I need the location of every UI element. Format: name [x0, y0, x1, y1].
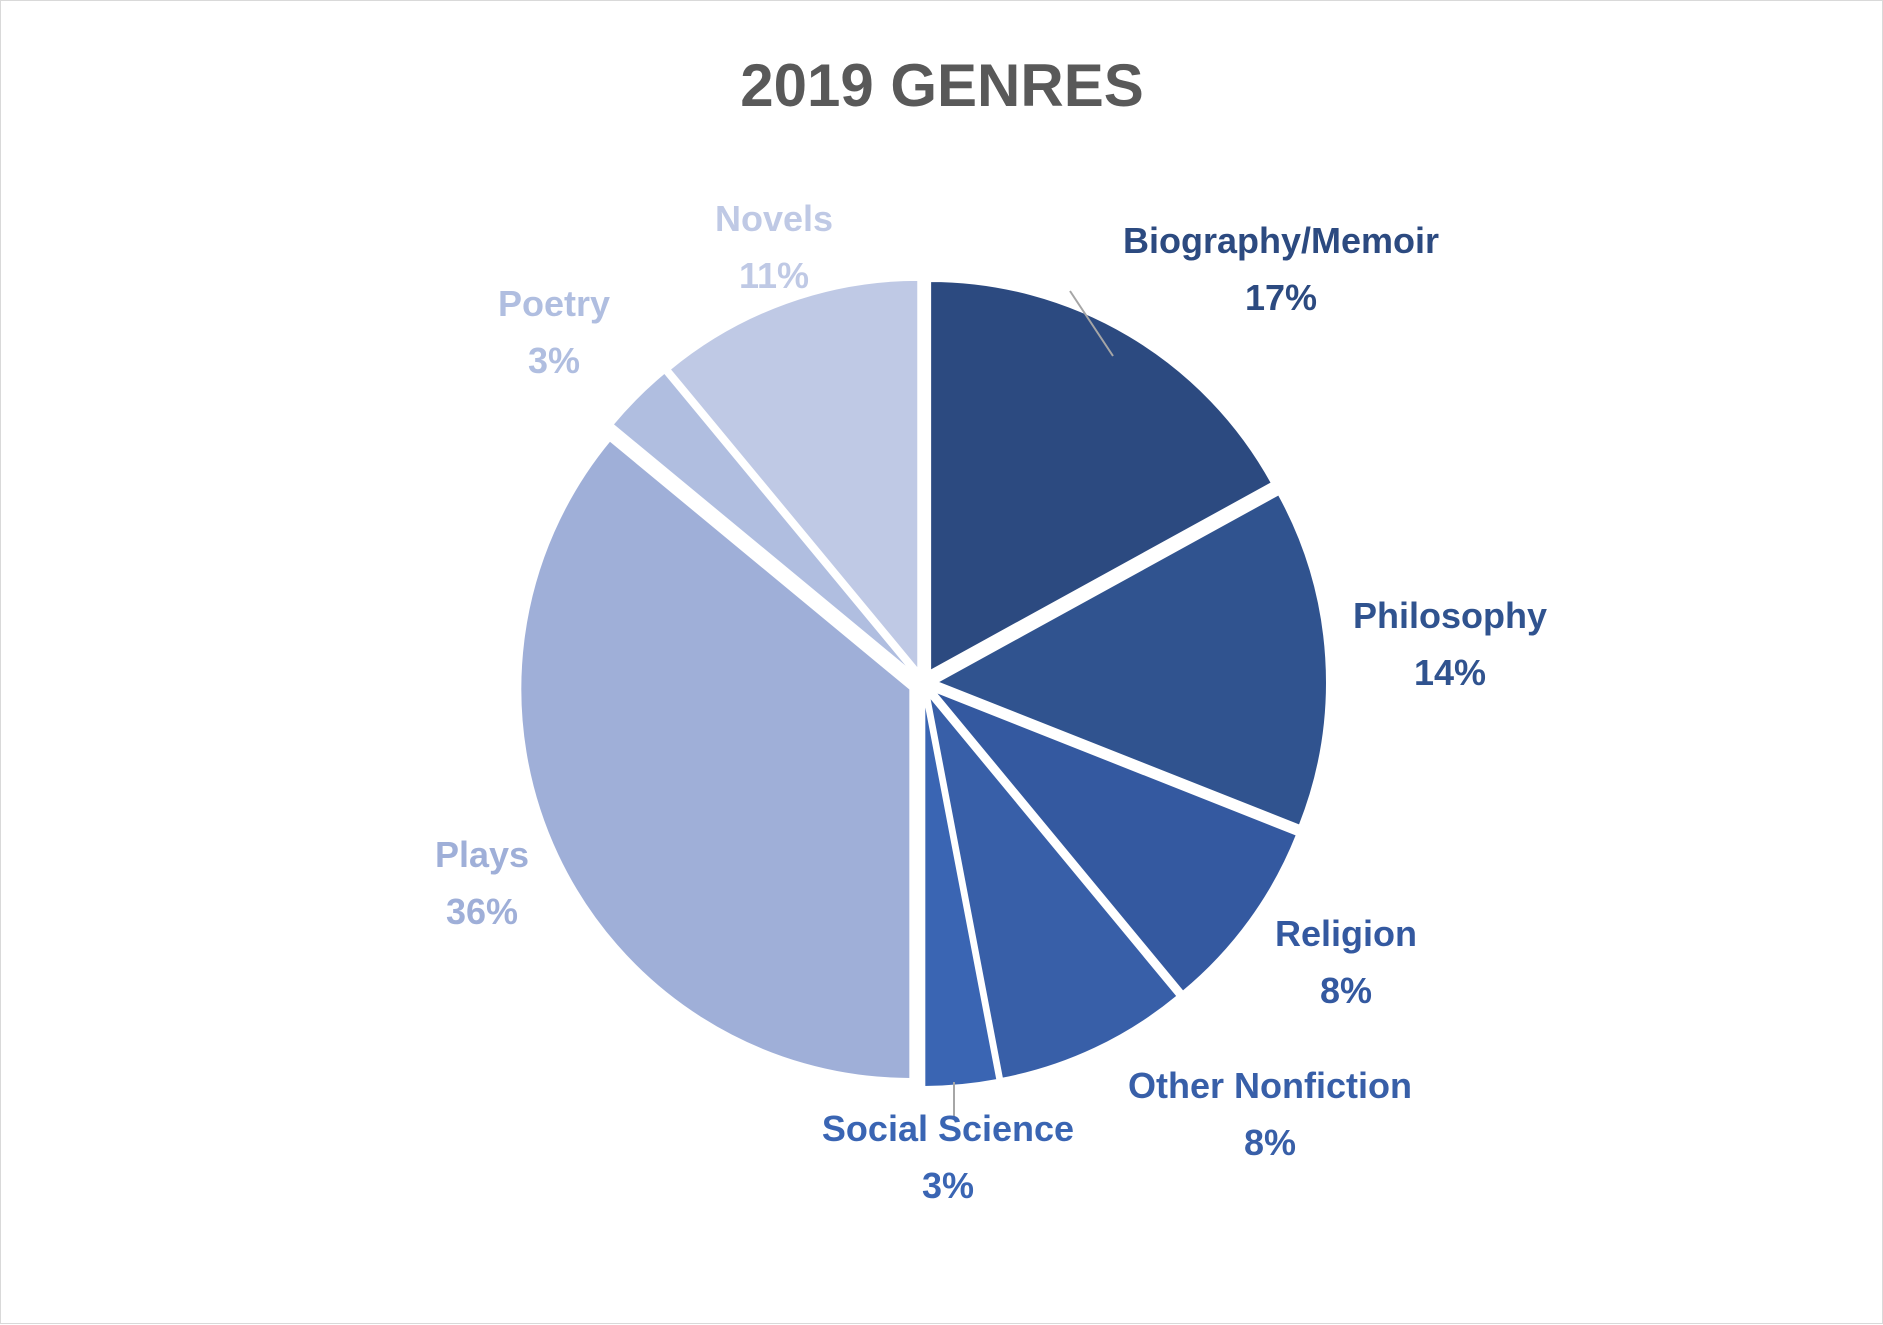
- slice-label-percent: 11%: [739, 255, 809, 296]
- pie-slice-novels: [668, 278, 920, 673]
- slice-label-percent: 36%: [446, 891, 518, 932]
- slice-label-percent: 17%: [1245, 277, 1317, 318]
- pie-slice-philosophy: [934, 492, 1328, 827]
- pie-slice-poetry: [611, 371, 914, 674]
- slice-label-name: Plays: [435, 834, 529, 875]
- slice-label-name: Novels: [715, 198, 833, 239]
- slice-label-name: Poetry: [498, 283, 610, 324]
- pie-slice-religion: [933, 690, 1299, 994]
- slice-label-name: Social Science: [822, 1108, 1074, 1149]
- pie-slice-other-nonfiction: [927, 695, 1179, 1080]
- slice-label-biography-memoir: Biography/Memoir 17%: [1123, 220, 1439, 318]
- slice-label-poetry: Poetry 3%: [498, 283, 610, 381]
- slice-label-other-nonfiction: Other Nonfiction 8%: [1128, 1065, 1412, 1163]
- slice-label-name: Religion: [1275, 913, 1417, 954]
- slice-label-percent: 3%: [528, 340, 580, 381]
- slice-label-philosophy: Philosophy 14%: [1353, 595, 1547, 693]
- leader-line-biography-memoir: [1069, 290, 1114, 357]
- slice-label-percent: 8%: [1244, 1122, 1296, 1163]
- slice-label-percent: 8%: [1320, 970, 1372, 1011]
- chart-title: 2019 GENRES: [740, 52, 1144, 119]
- slice-label-name: Philosophy: [1353, 595, 1547, 636]
- slice-label-percent: 14%: [1414, 652, 1486, 693]
- slice-label-social-science: Social Science 3%: [822, 1108, 1074, 1206]
- pie-slice-plays: [519, 438, 912, 1080]
- slice-label-name: Biography/Memoir: [1123, 220, 1439, 261]
- pie-slice-social-science: [923, 696, 999, 1088]
- pie-slices: [519, 278, 1328, 1088]
- slice-label-religion: Religion 8%: [1275, 913, 1417, 1011]
- slice-label-name: Other Nonfiction: [1128, 1065, 1412, 1106]
- slice-label-novels: Novels 11%: [715, 198, 833, 296]
- slice-labels: Biography/Memoir 17% Philosophy 14% Religion…: [435, 198, 1547, 1206]
- slice-label-percent: 3%: [922, 1165, 974, 1206]
- leader-lines: [953, 290, 1114, 1119]
- pie-slice-biography-memoir: [929, 279, 1274, 673]
- slice-label-plays: Plays 36%: [435, 834, 529, 932]
